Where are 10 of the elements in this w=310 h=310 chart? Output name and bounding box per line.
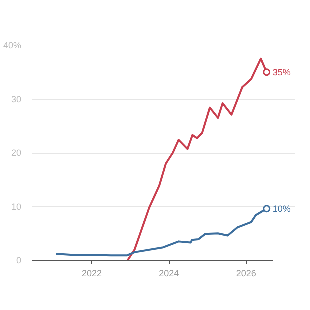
y-tick-label: 10 — [11, 202, 22, 212]
annotation: 10% — [272, 204, 291, 214]
y-tick-label: 30 — [11, 94, 22, 104]
x-tick-label: 2026 — [236, 268, 256, 278]
y-tick-label: 20 — [11, 148, 22, 158]
y-tick-label: 0 — [16, 256, 22, 266]
annotation: 35% — [272, 67, 291, 78]
x-tick-label: 2024 — [159, 268, 180, 278]
x-tick-label: 2022 — [82, 268, 102, 278]
y-tick-label: 40% — [3, 40, 22, 50]
